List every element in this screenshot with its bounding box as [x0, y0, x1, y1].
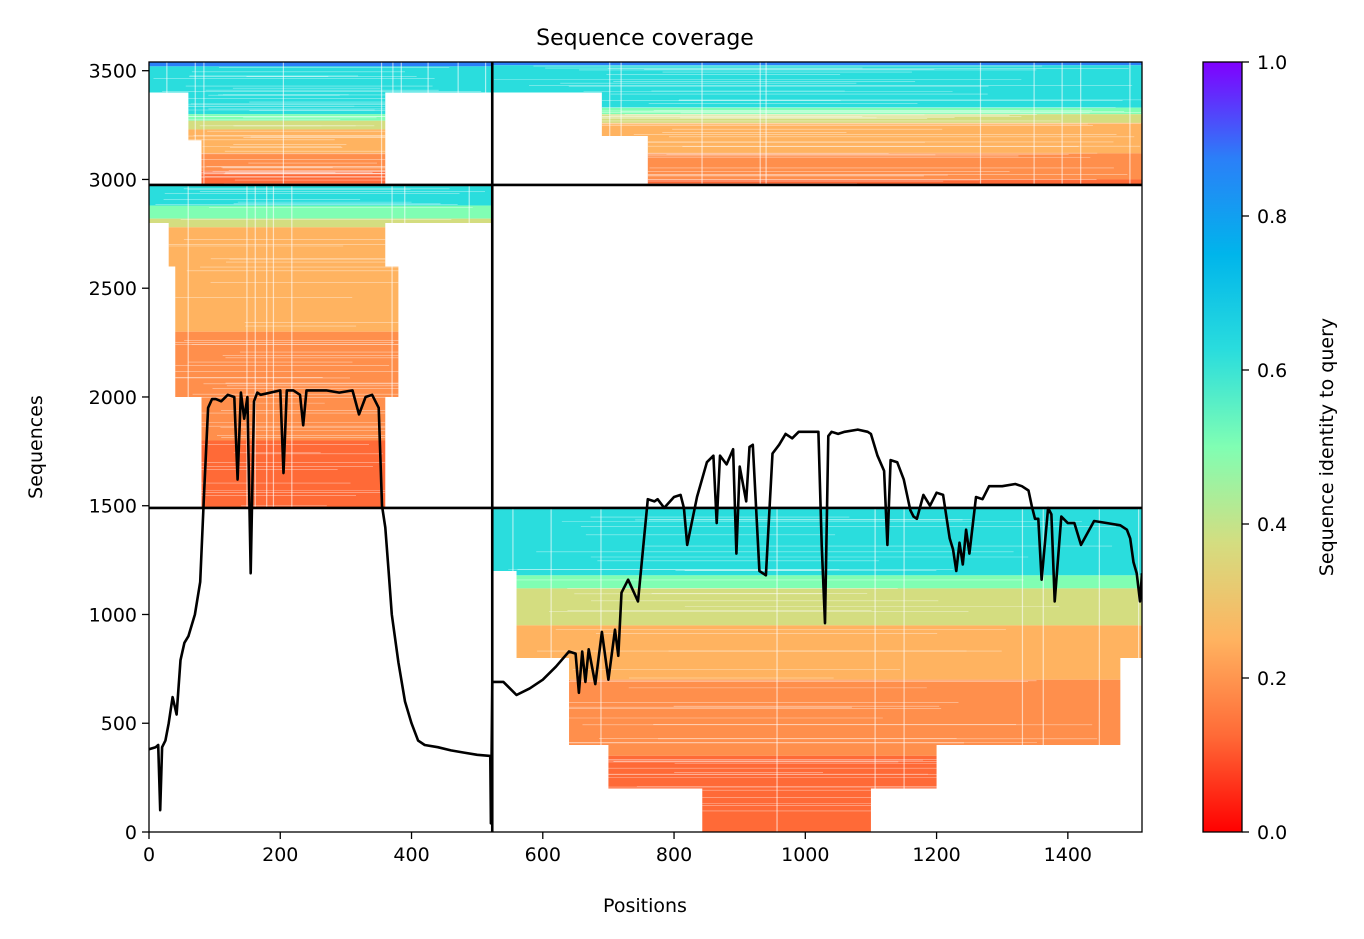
identity-band [149, 120, 493, 130]
identity-band [149, 170, 493, 185]
heatmap-block [492, 62, 1142, 185]
x-tick-label: 200 [262, 844, 298, 866]
y-tick-label: 2000 [89, 387, 137, 409]
identity-band [149, 184, 493, 206]
y-tick-label: 0 [125, 822, 137, 844]
identity-band [149, 129, 493, 154]
y-tick-label: 3500 [89, 61, 137, 83]
x-tick-label: 800 [656, 844, 692, 866]
identity-band [492, 179, 1142, 185]
y-axis-ticks: 0 500 1000 1500 2000 2500 3000 3500 [89, 61, 149, 844]
colorbar-tick-label: 0.0 [1257, 822, 1287, 844]
identity-band [492, 755, 1142, 832]
heatmap-block [149, 184, 493, 508]
colorbar-tick-label: 0.8 [1257, 206, 1287, 228]
colorbar-label: Sequence identity to query [1316, 318, 1338, 576]
colorbar-ticks: 0.0 0.2 0.4 0.6 0.8 1.0 [1242, 52, 1287, 844]
heatmap-block [149, 62, 493, 185]
x-axis-ticks: 0 200 400 600 800 1000 1200 1400 [143, 832, 1092, 866]
identity-band [149, 227, 493, 332]
x-tick-label: 1000 [781, 844, 829, 866]
coverage-heatmap [149, 62, 1142, 832]
x-tick-label: 0 [143, 844, 155, 866]
chart-title: Sequence coverage [536, 26, 754, 51]
x-axis-label: Positions [603, 895, 687, 917]
colorbar-tick-label: 1.0 [1257, 52, 1287, 74]
y-axis-label: Sequences [25, 395, 47, 499]
x-tick-label: 600 [525, 844, 561, 866]
y-tick-label: 1500 [89, 496, 137, 518]
plot-frame [148, 61, 1143, 833]
identity-band [149, 62, 493, 67]
y-tick-label: 500 [101, 713, 137, 735]
colorbar-tick-label: 0.4 [1257, 514, 1287, 536]
y-tick-label: 3000 [89, 169, 137, 191]
coverage-line-layer [149, 389, 1142, 825]
identity-band [492, 62, 1142, 66]
x-tick-label: 1400 [1044, 844, 1092, 866]
colorbar [1202, 61, 1243, 833]
coverage-line [149, 389, 1142, 825]
identity-band [149, 440, 493, 508]
identity-band [492, 575, 1142, 589]
identity-band [149, 205, 493, 219]
colorbar-tick-label: 0.6 [1257, 360, 1287, 382]
y-tick-label: 2500 [89, 278, 137, 300]
x-tick-label: 1200 [912, 844, 960, 866]
colorbar-tick-label: 0.2 [1257, 668, 1287, 690]
y-tick-label: 1000 [89, 604, 137, 626]
identity-band [149, 218, 493, 228]
identity-band [492, 122, 1142, 154]
x-tick-label: 400 [393, 844, 429, 866]
